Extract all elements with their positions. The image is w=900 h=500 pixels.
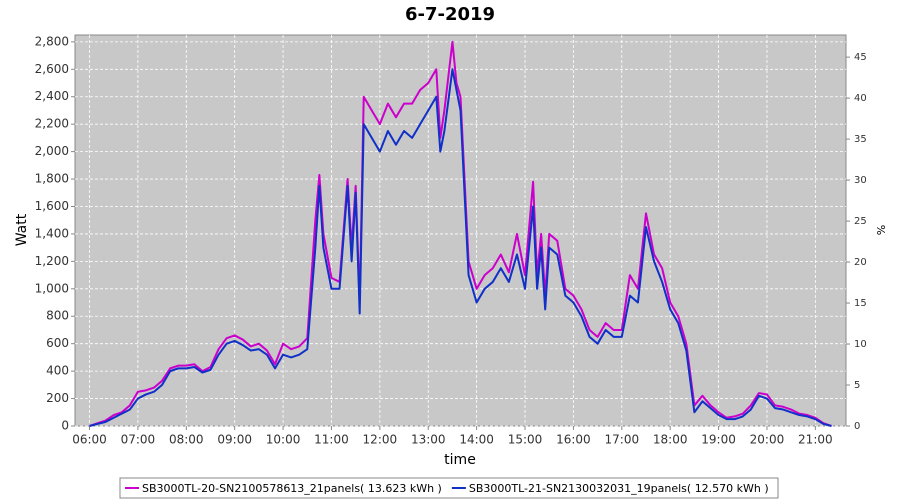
legend (119, 477, 779, 499)
y-tick-label: 2,800 (35, 34, 69, 48)
y-tick-label: 600 (46, 336, 69, 350)
series-line (89, 40, 832, 427)
x-tick-label: 07:00 (121, 433, 156, 447)
x-tick-label: 06:00 (72, 433, 107, 447)
x-tick-label: 14:00 (459, 433, 494, 447)
y2-tick-label: 0 (854, 421, 860, 432)
x-tick-label: 20:00 (750, 433, 785, 447)
y-tick-label: 2,000 (35, 144, 69, 158)
y-tick-label: 0 (61, 419, 69, 433)
y-tick-label: 1,800 (35, 172, 69, 186)
x-tick-label: 11:00 (314, 433, 349, 447)
x-tick-label: 08:00 (169, 433, 204, 447)
x-tick-label: 16:00 (556, 433, 591, 447)
y2-tick-label: 40 (854, 93, 867, 104)
x-tick-label: 09:00 (217, 433, 252, 447)
y2-axis-label: % (875, 225, 888, 235)
y2-tick-label: 35 (854, 134, 867, 145)
y-tick-label: 1,400 (35, 226, 69, 240)
y-axis-label: Watt (14, 213, 30, 246)
y2-tick-label: 15 (854, 298, 867, 309)
y-tick-label: 1,600 (35, 199, 69, 213)
y2-tick-label: 25 (854, 216, 867, 227)
y-tick-label: 800 (46, 309, 69, 323)
y-tick-label: 400 (46, 364, 69, 378)
y-tick-label: 1,200 (35, 254, 69, 268)
y-tick-label: 2,600 (35, 62, 69, 76)
x-tick-label: 18:00 (653, 433, 688, 447)
y-tick-label: 2,400 (35, 89, 69, 103)
legend-label: SB3000TL-21-SN2130032031_19panels( 12.57… (469, 482, 769, 495)
y-tick-label: 200 (46, 391, 69, 405)
x-tick-label: 12:00 (363, 433, 398, 447)
x-tick-label: 17:00 (605, 433, 640, 447)
y2-tick-label: 20 (854, 257, 867, 268)
y-tick-label: 1,000 (35, 281, 69, 295)
x-tick-label: 10:00 (266, 433, 301, 447)
y-tick-label: 2,200 (35, 117, 69, 131)
legend-label: SB3000TL-20-SN2100578613_21panels( 13.62… (142, 482, 442, 495)
y2-tick-label: 5 (854, 380, 860, 391)
y2-tick-label: 45 (854, 52, 867, 63)
x-tick-label: 13:00 (411, 433, 446, 447)
x-axis-label: time (444, 452, 476, 468)
series-line (89, 68, 832, 427)
y2-tick-label: 30 (854, 175, 867, 186)
x-tick-label: 21:00 (798, 433, 833, 447)
y2-tick-label: 10 (854, 339, 867, 350)
x-tick-label: 15:00 (508, 433, 543, 447)
x-tick-label: 19:00 (701, 433, 736, 447)
chart-title: 6-7-2019 (405, 4, 495, 25)
